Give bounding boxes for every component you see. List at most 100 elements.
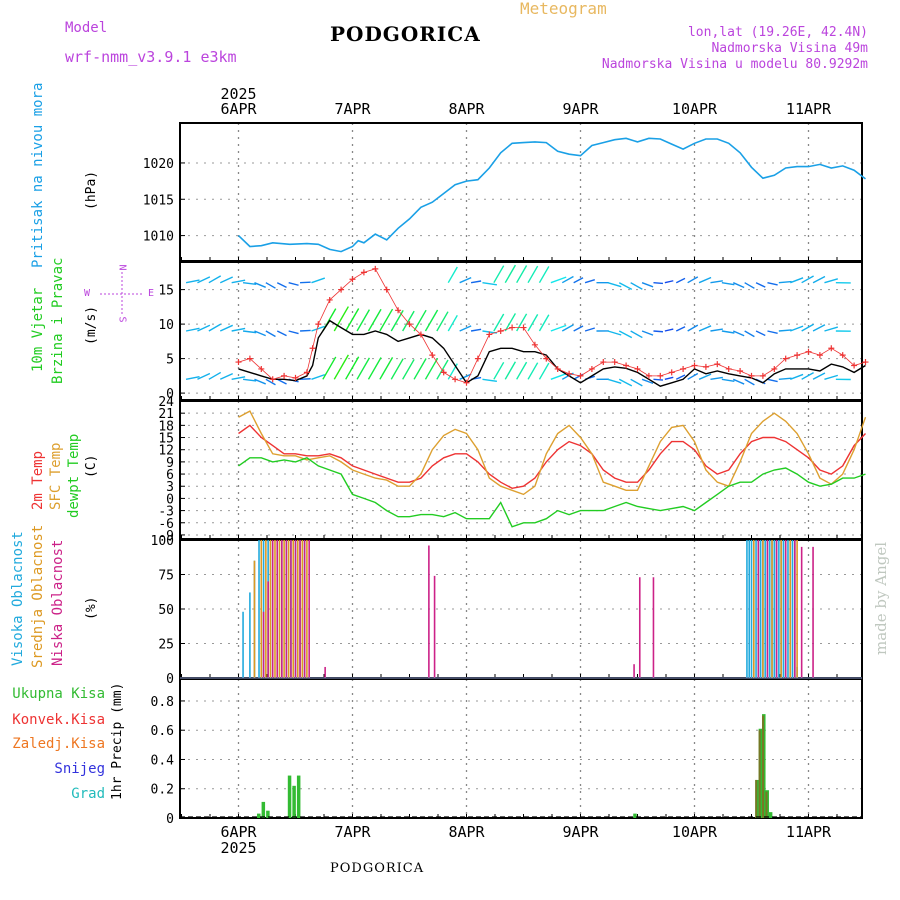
precip-total-bar	[287, 775, 292, 818]
chart-kind-label: Meteogram	[520, 0, 607, 18]
y-tick-label: 0.8	[151, 695, 174, 710]
wind-arrow	[402, 359, 415, 380]
x-day-label-bottom: 10APR	[672, 823, 718, 841]
wind-arrow	[504, 361, 517, 380]
y-tick-label: 15	[158, 284, 174, 299]
panel-frame	[179, 122, 863, 262]
x-day-label-top: 6APR	[220, 100, 257, 118]
wind-arrow	[356, 309, 371, 332]
compass-cross-icon	[100, 272, 144, 316]
y-tick-label: 0.6	[151, 724, 174, 739]
precip-total-bar	[296, 775, 301, 818]
wind-arrow	[424, 357, 439, 380]
wind-arrow	[288, 282, 299, 286]
wind-arrow	[436, 311, 449, 332]
y-tick-label: 24	[158, 395, 174, 410]
wind-arrow	[254, 378, 266, 385]
wind-arrow	[550, 373, 567, 380]
year-label-top: 2025	[220, 85, 256, 103]
y-tick-label: 0	[166, 387, 174, 402]
legend-snow: Snijeg	[54, 761, 105, 777]
model-label: Model	[65, 20, 108, 36]
y-tick-label: 21	[158, 407, 174, 422]
wind-arrow	[744, 282, 755, 289]
wind-arrow	[653, 282, 664, 285]
wind-arrow	[219, 324, 234, 332]
wind-arrow	[790, 325, 804, 332]
wind-arrow	[197, 276, 211, 284]
wind-arrow	[379, 308, 394, 332]
precip-total-bar	[257, 813, 261, 818]
tsfc-line	[238, 410, 867, 496]
wind-arrow	[265, 330, 276, 338]
wind-arrow	[504, 264, 517, 284]
wind-arrow	[778, 377, 792, 380]
wind-arrow	[482, 378, 497, 383]
wind-arrow	[493, 265, 505, 284]
footer-station: PODGORICA	[330, 861, 425, 876]
wind-arrow	[311, 373, 326, 380]
wind-arrow	[345, 308, 360, 332]
wind-arrow	[288, 330, 299, 335]
wind-arrow	[573, 325, 584, 332]
y-tick-label: 0.2	[151, 783, 174, 798]
wind-arrow	[664, 328, 674, 332]
wind-arrow	[300, 378, 311, 380]
wind-arrow	[550, 276, 567, 284]
wind-arrow	[698, 373, 712, 380]
wind-arrow	[345, 356, 360, 380]
wind-arrow	[584, 327, 595, 332]
precip-total-bar	[266, 810, 270, 818]
wind-arrow	[208, 275, 222, 284]
wind-arrow	[242, 378, 257, 382]
y-tick-label: 1020	[143, 157, 174, 172]
year-label-bottom: 2025	[220, 839, 256, 857]
elevation-label: Nadmorska Visina 49m	[711, 41, 868, 56]
wind-arrow	[698, 325, 712, 332]
t2m-line	[238, 424, 867, 490]
wind-arrow	[675, 374, 686, 380]
wind-arrow	[356, 357, 371, 380]
y-tick-label: 6	[166, 468, 174, 483]
wind-arrow	[254, 282, 266, 288]
wind-arrow	[470, 280, 482, 284]
wind-arrow	[561, 275, 574, 284]
wind-arrow	[265, 282, 276, 289]
y-tick-label: 100	[151, 534, 174, 549]
y-tick-label: 1015	[143, 193, 174, 208]
wind-arrow	[527, 362, 539, 380]
wind-arrow	[607, 282, 622, 288]
wind-arrow	[482, 282, 497, 286]
wind-arrow	[812, 372, 826, 380]
wind-arrow	[687, 372, 699, 380]
wind-arrow	[459, 373, 472, 380]
wind-arrow	[413, 309, 427, 332]
legend-graupel: Grad	[71, 786, 105, 802]
wind-arrow	[653, 378, 664, 381]
precip-total-bar	[292, 785, 296, 818]
wind-arrow	[561, 324, 574, 332]
wind-arrow	[504, 313, 517, 332]
y-tick-label: 75	[158, 569, 174, 584]
wind-arrow	[664, 376, 674, 380]
panel-frame	[179, 400, 863, 540]
legend-total: Ukupna Kisa	[12, 686, 105, 702]
wind-arrow	[197, 372, 211, 380]
wind-arrow	[710, 328, 723, 332]
y-tick-label: 25	[158, 638, 174, 653]
wind-arrow	[721, 378, 735, 382]
wind-arrow	[242, 330, 257, 334]
wind-arrow	[390, 358, 404, 380]
wind-arrow	[812, 324, 826, 332]
wind-arrow	[402, 310, 415, 332]
wind-arrow	[584, 279, 595, 284]
wind-arrow	[641, 282, 654, 288]
wind-arrow	[824, 326, 839, 332]
wind-arrow	[538, 314, 550, 332]
wind-arrow	[778, 329, 792, 332]
legend-frz: Zaledj.Kisa	[12, 736, 105, 752]
pressure-line	[237, 137, 866, 253]
compass-w: W	[84, 288, 91, 299]
wind-arrow	[675, 326, 686, 332]
